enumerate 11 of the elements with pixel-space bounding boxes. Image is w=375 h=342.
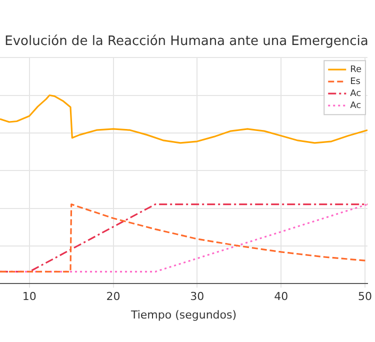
- x-tick-label: 20: [106, 290, 120, 304]
- x-tick-label: 50: [358, 290, 372, 304]
- x-axis-title: Tiempo (segundos): [130, 308, 237, 322]
- legend-label: Re: [350, 64, 362, 75]
- legend-label: Ac: [350, 88, 362, 99]
- x-tick-label: 40: [274, 290, 288, 304]
- legend-label: Ac: [350, 100, 362, 111]
- x-tick-label: 30: [190, 290, 204, 304]
- legend-label: Es: [350, 76, 361, 87]
- x-tick-label: 10: [22, 290, 36, 304]
- chart-title: Evolución de la Reacción Humana ante una Emergencia: [4, 34, 368, 50]
